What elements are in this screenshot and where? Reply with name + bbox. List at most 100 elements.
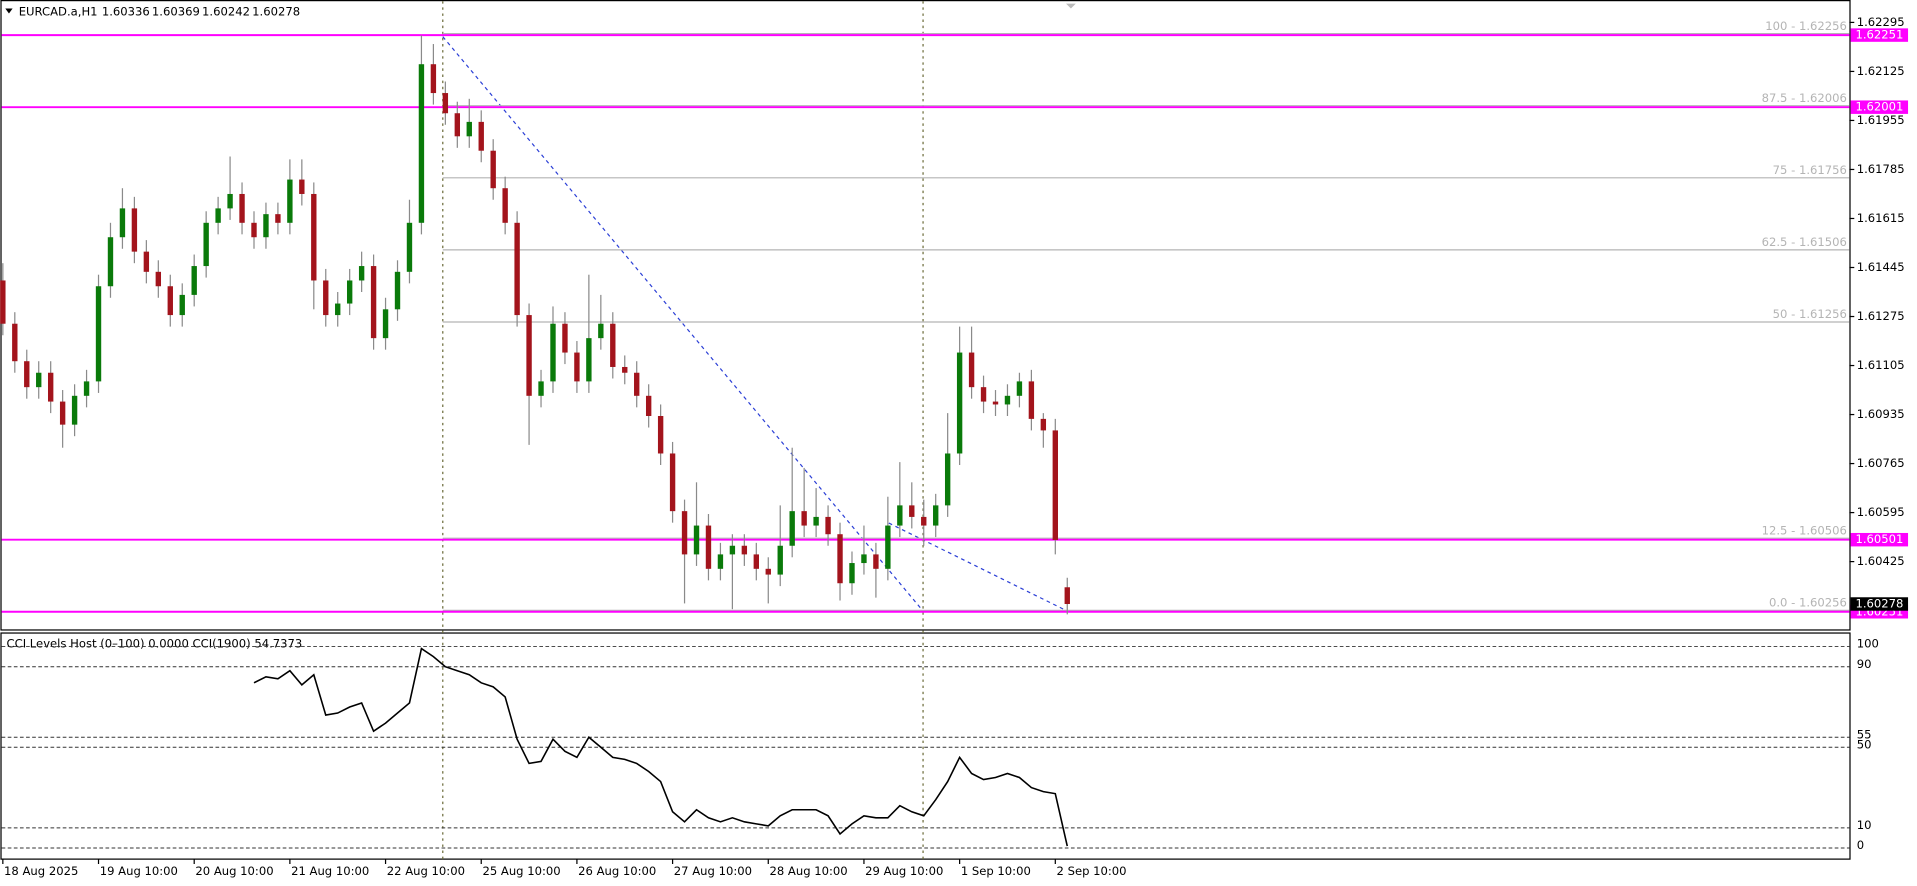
candle-body (346, 280, 353, 304)
ohlc-high: 1.60369 (152, 5, 200, 19)
candle-body (693, 525, 700, 555)
candle-body (370, 266, 377, 339)
candle-body (406, 222, 413, 272)
fib-label: 62.5 - 1.61506 (1762, 235, 1847, 249)
shift-marker (1066, 3, 1076, 9)
level-badge-label: 1.62251 (1855, 28, 1903, 42)
x-tick-label: 2 Sep 10:00 (1057, 864, 1127, 878)
fib-label: 0.0 - 1.60256 (1769, 596, 1847, 610)
fib-label: 100 - 1.62256 (1765, 19, 1847, 33)
x-tick-label: 1 Sep 10:00 (961, 864, 1031, 878)
candle-body (992, 401, 999, 405)
candle-body (562, 323, 568, 353)
candle-body (418, 64, 425, 223)
level-badge-label: 1.60501 (1855, 532, 1903, 546)
y-tick-label: 50 (1857, 737, 1872, 751)
y-tick-label: 100 (1857, 637, 1879, 651)
candle-body (191, 266, 197, 295)
fib-label: 75 - 1.61756 (1773, 163, 1847, 177)
candle-body (239, 193, 245, 223)
candle-body (837, 534, 843, 584)
candle-body (36, 372, 42, 388)
candle-body (215, 208, 221, 223)
candle-body (873, 554, 879, 569)
y-tick-label: 1.61785 (1857, 162, 1905, 176)
fib-label: 87.5 - 1.62006 (1762, 91, 1847, 105)
x-tick-label: 25 Aug 10:00 (482, 864, 560, 878)
x-tick-label: 19 Aug 10:00 (100, 864, 178, 878)
x-tick-label: 29 Aug 10:00 (865, 864, 943, 878)
candle-body (753, 554, 759, 569)
y-tick-label: 1.61105 (1857, 358, 1905, 372)
x-tick-label: 26 Aug 10:00 (578, 864, 656, 878)
candle-body (323, 280, 329, 316)
y-tick-label: 1.62295 (1857, 15, 1905, 29)
candle-body (933, 505, 939, 526)
level-badge-label: 1.62001 (1855, 100, 1903, 114)
ohlc-low: 1.60242 (202, 5, 250, 19)
symbol-label: EURCAD.a,H1 (19, 5, 98, 19)
candle-body (1004, 395, 1011, 405)
candle-body (155, 271, 162, 287)
candle-body (466, 121, 472, 137)
candle-body (813, 516, 819, 526)
candle-body (944, 453, 951, 506)
cci-line (253, 647, 1069, 847)
candle-body (0, 280, 6, 324)
y-tick-label: 1.61275 (1857, 309, 1905, 323)
candle-body (825, 516, 831, 535)
y-tick-label: 10 (1857, 818, 1872, 832)
candle-body (956, 352, 963, 454)
candle-body (335, 303, 341, 316)
indicator-title: CCI Levels Host (0–100) 0.0000 CCI(1900)… (7, 637, 303, 651)
candle-body (645, 395, 652, 416)
candle-body (502, 188, 508, 223)
fib-label: 12.5 - 1.60506 (1762, 523, 1847, 537)
candle-body (801, 511, 807, 526)
candle-body (980, 387, 987, 402)
candle-body (478, 121, 484, 151)
fib-label: 50 - 1.61256 (1773, 307, 1847, 321)
candle-body (382, 309, 389, 339)
candle-body (47, 372, 54, 402)
candle-body (131, 208, 138, 252)
x-tick-label: 18 Aug 2025 (4, 864, 78, 878)
candle-body (657, 415, 664, 454)
y-tick-label: 1.60595 (1857, 505, 1905, 519)
candle-body (909, 505, 915, 517)
candle-body (442, 93, 449, 114)
candle-body (622, 366, 628, 373)
y-tick-label: 1.60935 (1857, 407, 1905, 421)
candle-body (179, 294, 185, 316)
ohlc-close: 1.60278 (252, 5, 300, 19)
candle-body (454, 113, 461, 137)
candle-body (538, 381, 544, 396)
candle-body (765, 568, 771, 575)
candle-body (59, 401, 66, 425)
candle-body (430, 64, 437, 94)
candle-body (777, 545, 783, 575)
level-badge (1850, 532, 1909, 547)
menu-arrow[interactable] (5, 8, 13, 14)
candle-body (634, 372, 640, 396)
candle-body (107, 237, 114, 287)
price-badge (1850, 597, 1909, 611)
x-tick-label: 22 Aug 10:00 (387, 864, 465, 878)
candle-body (1064, 587, 1070, 604)
candle-body (717, 554, 724, 569)
candle-body (24, 361, 30, 388)
candle-body (203, 222, 209, 267)
candle-body (1028, 381, 1035, 419)
candle-body (167, 286, 173, 316)
candle-body (1040, 418, 1047, 431)
candle-body (729, 545, 736, 555)
x-tick-label: 28 Aug 10:00 (769, 864, 847, 878)
x-tick-label: 21 Aug 10:00 (291, 864, 369, 878)
indicator-panel-frame (0, 632, 1851, 860)
candle-body (705, 525, 712, 569)
y-tick-label: 1.61955 (1857, 113, 1905, 127)
candle-body (275, 214, 281, 223)
candle-body (143, 251, 150, 272)
